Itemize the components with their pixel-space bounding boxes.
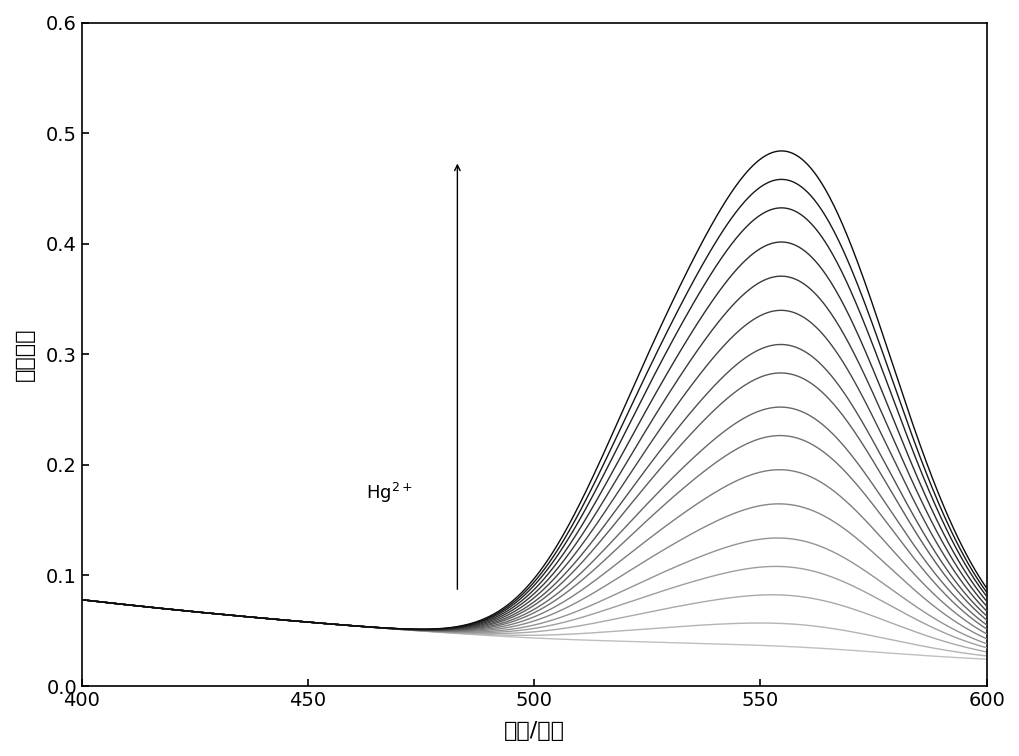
X-axis label: 波长/纳米: 波长/纳米 <box>503 721 565 741</box>
Text: Hg$^{2+}$: Hg$^{2+}$ <box>366 481 413 504</box>
Y-axis label: 吸收强度: 吸收强度 <box>15 327 35 381</box>
